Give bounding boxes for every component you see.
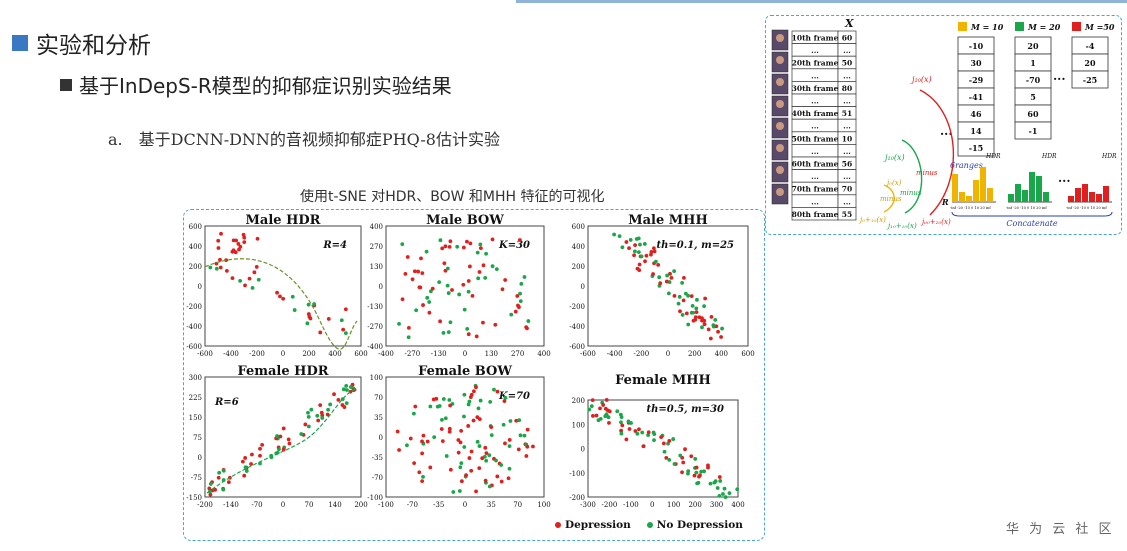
no-depression-dot-icon [646, 522, 653, 528]
chart-legend: Depression No Depression [555, 519, 743, 531]
subsection-heading-text: 基于InDepS-R模型的抑郁症识别实验结果 [79, 74, 452, 98]
depression-dot-icon [555, 522, 561, 528]
experiment-item: a. 基于DCNN-DNN的音视频抑郁症PHQ-8估计实验 [108, 126, 500, 150]
feature-diagram-frame [765, 15, 1122, 235]
section-heading-text: 实验和分析 [36, 33, 151, 59]
section-heading: 实验和分析 [12, 26, 151, 60]
bullet-square-small-icon [60, 78, 72, 91]
tsne-caption: 使用t-SNE 对HDR、BOW 和MHH 特征的可视化 [300, 189, 605, 205]
top-accent-line [516, 0, 1127, 3]
subsection-heading: 基于InDepS-R模型的抑郁症识别实验结果 [60, 70, 452, 99]
bullet-square-icon [12, 35, 28, 51]
legend-no-depression: No Depression [656, 519, 743, 531]
legend-depression: Depression [565, 519, 631, 531]
item-label: a. [108, 130, 123, 149]
item-text: 基于DCNN-DNN的音视频抑郁症PHQ-8估计实验 [138, 130, 500, 149]
footer-watermark: 华 为 云 社 区 [1006, 522, 1115, 537]
tsne-figure-frame [183, 209, 765, 541]
